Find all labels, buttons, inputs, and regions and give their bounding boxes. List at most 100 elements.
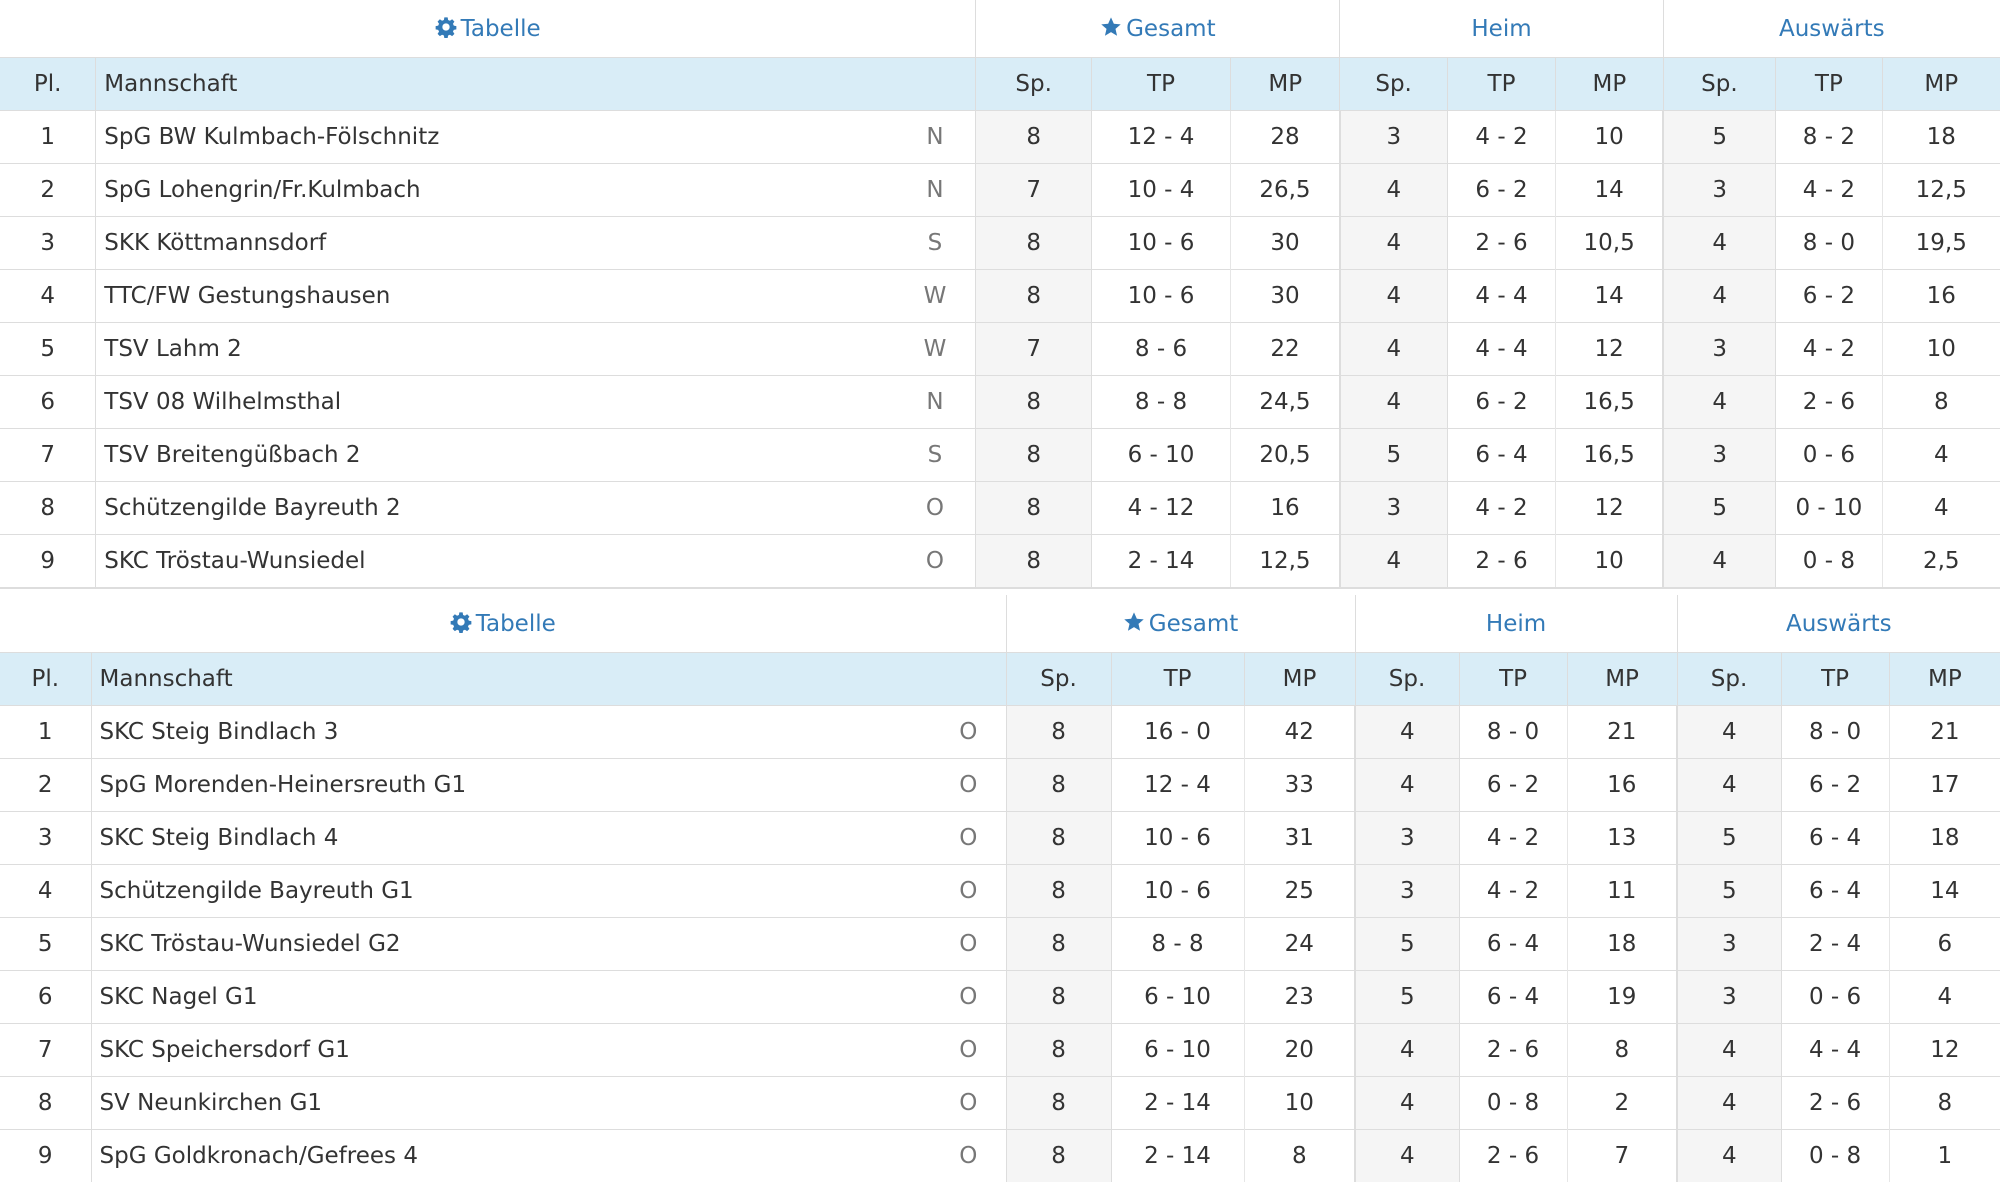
total-games-cell: 8	[1005, 811, 1112, 865]
home-mp-cell: 16	[1566, 758, 1678, 812]
team-name-link[interactable]: SKK Köttmannsdorf	[95, 216, 895, 270]
home-group-label: Heim	[1485, 610, 1547, 637]
total-tp-cell: 8 - 6	[1091, 322, 1231, 376]
place-cell: 1	[40, 124, 55, 150]
total-games-cell: 8	[1005, 758, 1112, 812]
region-cell: S	[894, 428, 976, 482]
home-mp-cell: 2	[1566, 1076, 1678, 1130]
home-games-cell: 4	[1354, 1076, 1460, 1130]
place-cell: 4	[0, 269, 96, 323]
place-cell: 4	[0, 864, 91, 918]
home-games-cell: 5	[1354, 970, 1460, 1024]
away-mp-cell: 10	[1881, 322, 2000, 376]
home-mp-cell: 8	[1566, 1023, 1678, 1077]
col-header-away-tp: TP	[1775, 57, 1883, 111]
team-name-link[interactable]: SpG Lohengrin/Fr.Kulmbach	[95, 163, 895, 217]
total-mp-cell: 33	[1243, 758, 1356, 812]
star-icon	[1101, 16, 1121, 36]
total-games-cell: 8	[975, 269, 1092, 323]
total-mp-cell: 24,5	[1229, 375, 1340, 429]
region-cell: W	[894, 269, 976, 323]
home-games-cell: 5	[1354, 917, 1460, 971]
away-tp-cell: 2 - 6	[1775, 375, 1883, 429]
team-name-link[interactable]: Schützengilde Bayreuth 2	[95, 481, 895, 535]
team-name-link[interactable]: SKC Steig Bindlach 3	[90, 705, 931, 759]
team-name-link[interactable]: SpG Goldkronach/Gefrees 4	[90, 1129, 931, 1182]
home-tp-cell: 6 - 2	[1446, 375, 1556, 429]
total-tp-cell: 4 - 12	[1091, 481, 1231, 535]
away-mp-cell: 4	[1881, 481, 2000, 535]
total-games-cell: 8	[1005, 917, 1112, 971]
home-tp-cell: 8 - 0	[1458, 705, 1568, 759]
team-name-link[interactable]: SKC Steig Bindlach 4	[90, 811, 931, 865]
away-mp-cell: 17	[1888, 758, 2000, 812]
star-icon	[1124, 611, 1144, 631]
region-cell: O	[931, 970, 1007, 1024]
total-games-cell: 8	[975, 216, 1092, 270]
away-games-cell: 4	[1662, 269, 1776, 323]
home-games-cell: 3	[1338, 481, 1448, 535]
away-games-cell: 3	[1662, 163, 1776, 217]
home-group-header[interactable]: Heim	[1339, 0, 1664, 58]
region-cell: O	[959, 719, 978, 745]
team-name-link[interactable]: SpG BW Kulmbach-Fölschnitz	[95, 110, 895, 164]
total-group-header[interactable]: Gesamt	[975, 0, 1340, 58]
home-games-cell: 4	[1338, 269, 1448, 323]
col-header-team: Mannschaft	[95, 57, 976, 111]
away-tp-cell: 2 - 4	[1780, 917, 1890, 971]
total-games-cell: 8	[1005, 1076, 1112, 1130]
team-name-link[interactable]: SKC Speichersdorf G1	[90, 1023, 931, 1077]
total-games-cell: 8	[975, 110, 1092, 164]
total-tp-cell: 6 - 10	[1091, 428, 1231, 482]
col-header-team: Mannschaft	[90, 652, 1007, 706]
home-mp-cell: 12	[1555, 322, 1664, 376]
col-header-total-sp: Sp.	[1005, 652, 1112, 706]
region-cell: O	[931, 864, 1007, 918]
home-tp-cell: 0 - 8	[1458, 1076, 1568, 1130]
team-name-link[interactable]: TSV Lahm 2	[95, 322, 895, 376]
total-games-cell: 8	[975, 375, 1092, 429]
away-mp-cell: 8	[1888, 1076, 2000, 1130]
table-group-header[interactable]: Tabelle	[0, 595, 1007, 653]
total-group-header[interactable]: Gesamt	[1005, 595, 1356, 653]
region-cell: O	[931, 1129, 1007, 1182]
place-cell: 6	[0, 375, 96, 429]
away-games-cell: 3	[1662, 428, 1776, 482]
team-name-link[interactable]: TSV Breitengüßbach 2	[95, 428, 895, 482]
col-header-home-tp: TP	[1458, 652, 1568, 706]
home-group-header[interactable]: Heim	[1354, 595, 1678, 653]
team-name-link[interactable]: SV Neunkirchen G1	[90, 1076, 931, 1130]
away-games-cell: 5	[1662, 110, 1776, 164]
team-name-link[interactable]: Schützengilde Bayreuth G1	[90, 864, 931, 918]
home-tp-cell: 2 - 6	[1458, 1023, 1568, 1077]
table-row: 6 TSV 08 Wilhelmsthal N 8 8 - 8 24,5 4 6 - 2 16,…	[0, 375, 2000, 429]
total-tp-cell: 12 - 4	[1091, 110, 1231, 164]
away-group-header[interactable]: Auswärts	[1676, 595, 2000, 653]
away-group-header[interactable]: Auswärts	[1662, 0, 2000, 58]
away-tp-cell: 8 - 0	[1780, 705, 1890, 759]
total-mp-cell: 22	[1229, 322, 1340, 376]
team-name-link[interactable]: SKC Tröstau-Wunsiedel G2	[90, 917, 931, 971]
team-name-link[interactable]: TSV 08 Wilhelmsthal	[95, 375, 895, 429]
home-mp-cell: 18	[1566, 917, 1678, 971]
away-tp-cell: 8 - 0	[1775, 216, 1883, 270]
away-mp-cell: 12,5	[1881, 163, 2000, 217]
gear-icon	[435, 16, 456, 38]
home-games-cell: 3	[1354, 864, 1460, 918]
place-cell: 6	[0, 970, 91, 1024]
away-tp-cell: 4 - 2	[1775, 163, 1883, 217]
away-tp-cell: 2 - 6	[1780, 1076, 1890, 1130]
team-name-link[interactable]: SKC Tröstau-Wunsiedel	[95, 534, 895, 589]
home-mp-cell: 10,5	[1555, 216, 1664, 270]
table-group-header[interactable]: Tabelle	[0, 0, 976, 58]
team-name-link[interactable]: TTC/FW Gestungshausen	[95, 269, 895, 323]
away-tp-cell: 0 - 6	[1780, 970, 1890, 1024]
team-name-link[interactable]: SKC Nagel G1	[90, 970, 931, 1024]
away-mp-cell: 2,5	[1881, 534, 2000, 589]
team-name-link[interactable]: SpG Morenden-Heinersreuth G1	[90, 758, 931, 812]
away-tp-cell: 4 - 4	[1780, 1023, 1890, 1077]
home-games-cell: 4	[1338, 375, 1448, 429]
total-games-cell: 7	[975, 163, 1092, 217]
